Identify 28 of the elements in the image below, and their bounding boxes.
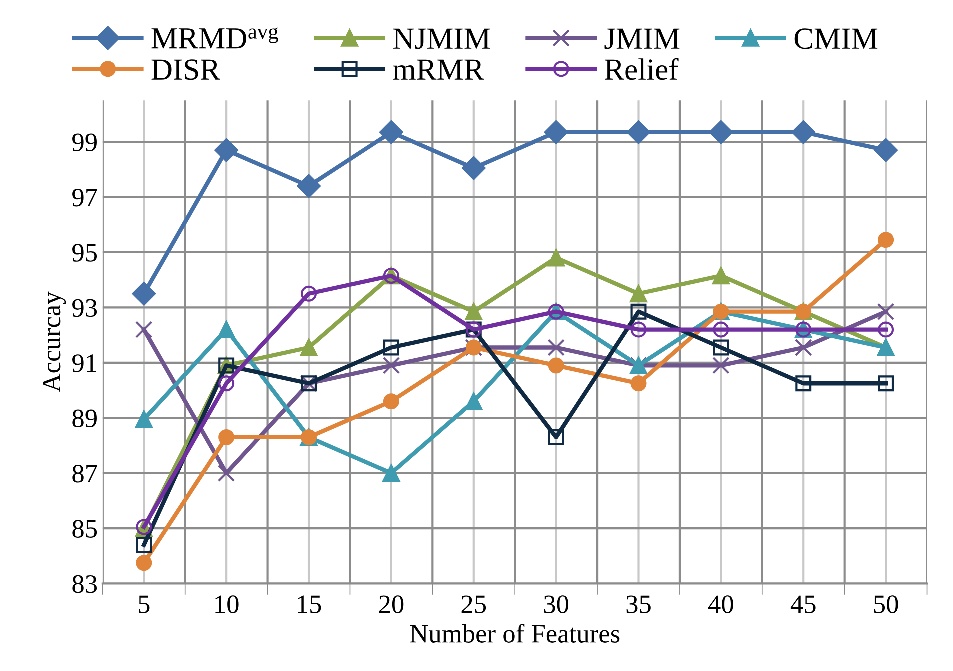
y-tick-label: 97 [72,188,98,207]
y-tick-label: 93 [72,299,98,318]
y-axis-title: Accurcay [43,292,66,392]
x-tick-label: 5 [139,596,150,614]
x-tick-label: 20 [379,596,404,614]
legend-label: CMIM [794,28,878,50]
y-tick-label: 85 [72,520,98,538]
x-tick-label: 10 [216,596,239,614]
x-tick-label: 40 [708,596,734,614]
y-tick-label: 87 [72,464,98,483]
legend-label: MRMD$^{avg}$ [152,28,278,49]
legend-label: mRMR [393,60,484,80]
x-tick-label: 30 [544,596,568,614]
x-tick-label: 35 [626,596,651,614]
y-tick-label: 91 [72,354,96,372]
x-tick-label: 45 [790,596,816,614]
x-tick-label: 25 [462,596,486,614]
x-tick-label: 15 [298,596,322,614]
y-tick-label: 83 [72,575,98,594]
legend-label: Relief [605,58,679,80]
x-tick-label: 50 [874,596,898,614]
legend-label: NJMIM [393,28,490,50]
y-tick-label: 99 [72,134,97,152]
legend-label: JMIM [604,28,680,50]
legend-label: DISR [152,60,220,80]
x-axis-title: Number of Features [410,624,620,643]
y-tick-label: 95 [72,244,98,262]
y-tick-label: 89 [72,410,97,428]
